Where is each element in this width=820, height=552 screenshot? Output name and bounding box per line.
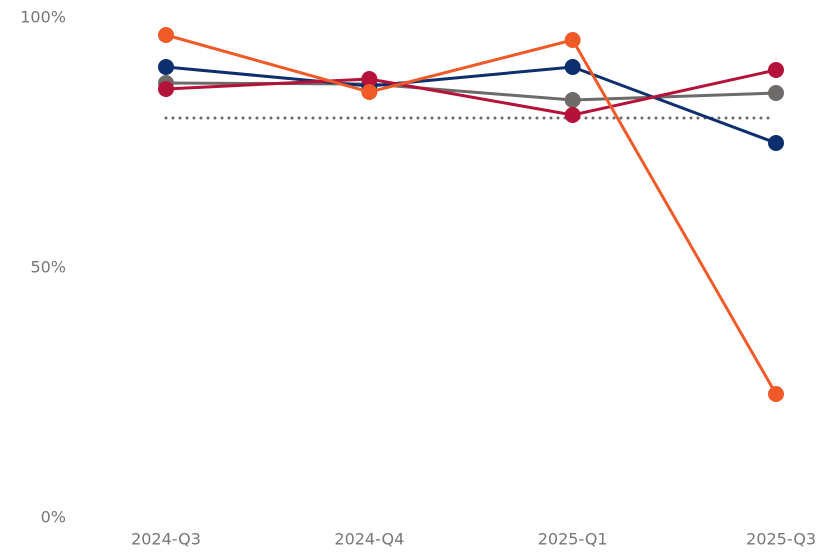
series-line — [165, 65, 777, 145]
x-tick-label: 2025-Q1 — [538, 530, 608, 549]
data-point — [768, 386, 784, 402]
data-point — [564, 107, 581, 123]
y-tick-label: 100% — [20, 8, 66, 27]
x-tick-label: 2024-Q4 — [334, 530, 404, 549]
data-point — [361, 71, 378, 87]
x-tick-label: 2024-Q3 — [131, 530, 201, 549]
data-point — [768, 85, 784, 101]
series-line — [165, 33, 778, 395]
series-line — [165, 68, 777, 117]
data-point — [361, 84, 378, 100]
data-point — [768, 62, 784, 78]
data-point — [564, 59, 581, 75]
data-point — [564, 32, 581, 48]
x-tick-label: 2025-Q3 — [746, 530, 816, 549]
data-point — [768, 135, 784, 151]
y-tick-label: 0% — [41, 508, 66, 527]
y-tick-label: 50% — [30, 258, 66, 277]
data-point — [564, 92, 581, 108]
data-point — [158, 81, 174, 97]
data-point — [158, 27, 174, 43]
data-point — [158, 59, 174, 75]
